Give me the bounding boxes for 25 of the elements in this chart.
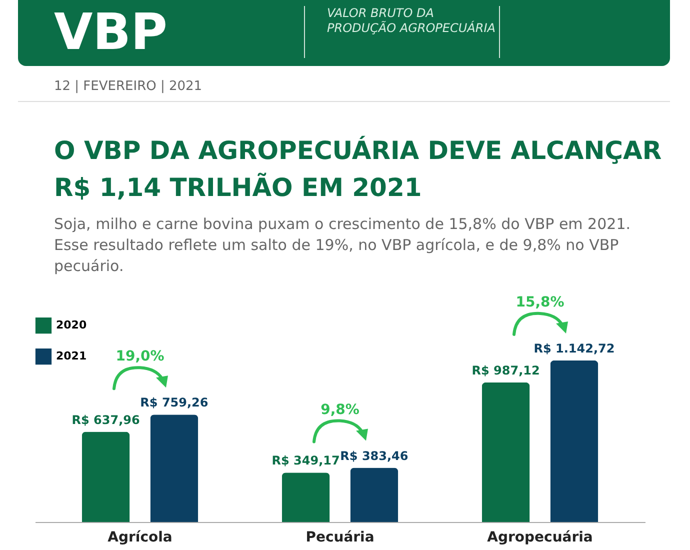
x-tick-label: Agrícola [108,530,172,546]
annotation: 19,0% [116,348,164,365]
data-label: R$ 349,17 [272,454,340,468]
data-label: R$ 987,12 [472,363,540,378]
annotation: 9,8% [320,402,360,418]
legend-label: 2021 [56,350,87,362]
data-label: R$ 1.142,72 [534,341,615,356]
chart-subtitle: Soja, milho e carne bovina puxam o crescimento de 15,8% do VBP em 2021. Esse resultado reflete um salto de 19%, no VBP agrícola, e de 9,8% no VBP pecuário. [54,214,632,277]
chart-title: O VBP DA AGROPECUÁRIA DEVE ALCANÇAR R$ 1,14 TRILHÃO EM 2021 [54,134,663,204]
bar [482,382,530,522]
x-tick-label: Pecuária [306,530,374,546]
text: VBP [54,3,168,61]
data-label: R$ 383,46 [340,448,408,463]
bar [282,472,330,522]
x-tick-label: Agropecuária [487,530,593,546]
bar [82,432,130,522]
text: 12 | FEVEREIRO | 2021 [54,79,202,94]
text: VALOR BRUTO DA PRODUÇÃO AGROPECUÁRIA [304,6,500,58]
bar [550,360,598,522]
text: 15,8% [516,294,564,310]
bar [150,414,198,522]
legend-label: 2020 [56,318,87,332]
bar [350,468,398,522]
data-label: R$ 637,96 [72,412,140,427]
data-label: R$ 759,26 [140,396,208,410]
